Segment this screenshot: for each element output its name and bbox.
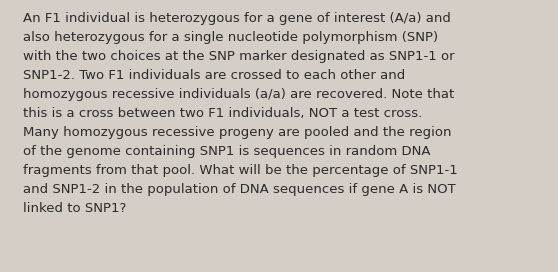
Text: An F1 individual is heterozygous for a gene of interest (A/a) and
also heterozyg: An F1 individual is heterozygous for a g… bbox=[23, 12, 458, 215]
